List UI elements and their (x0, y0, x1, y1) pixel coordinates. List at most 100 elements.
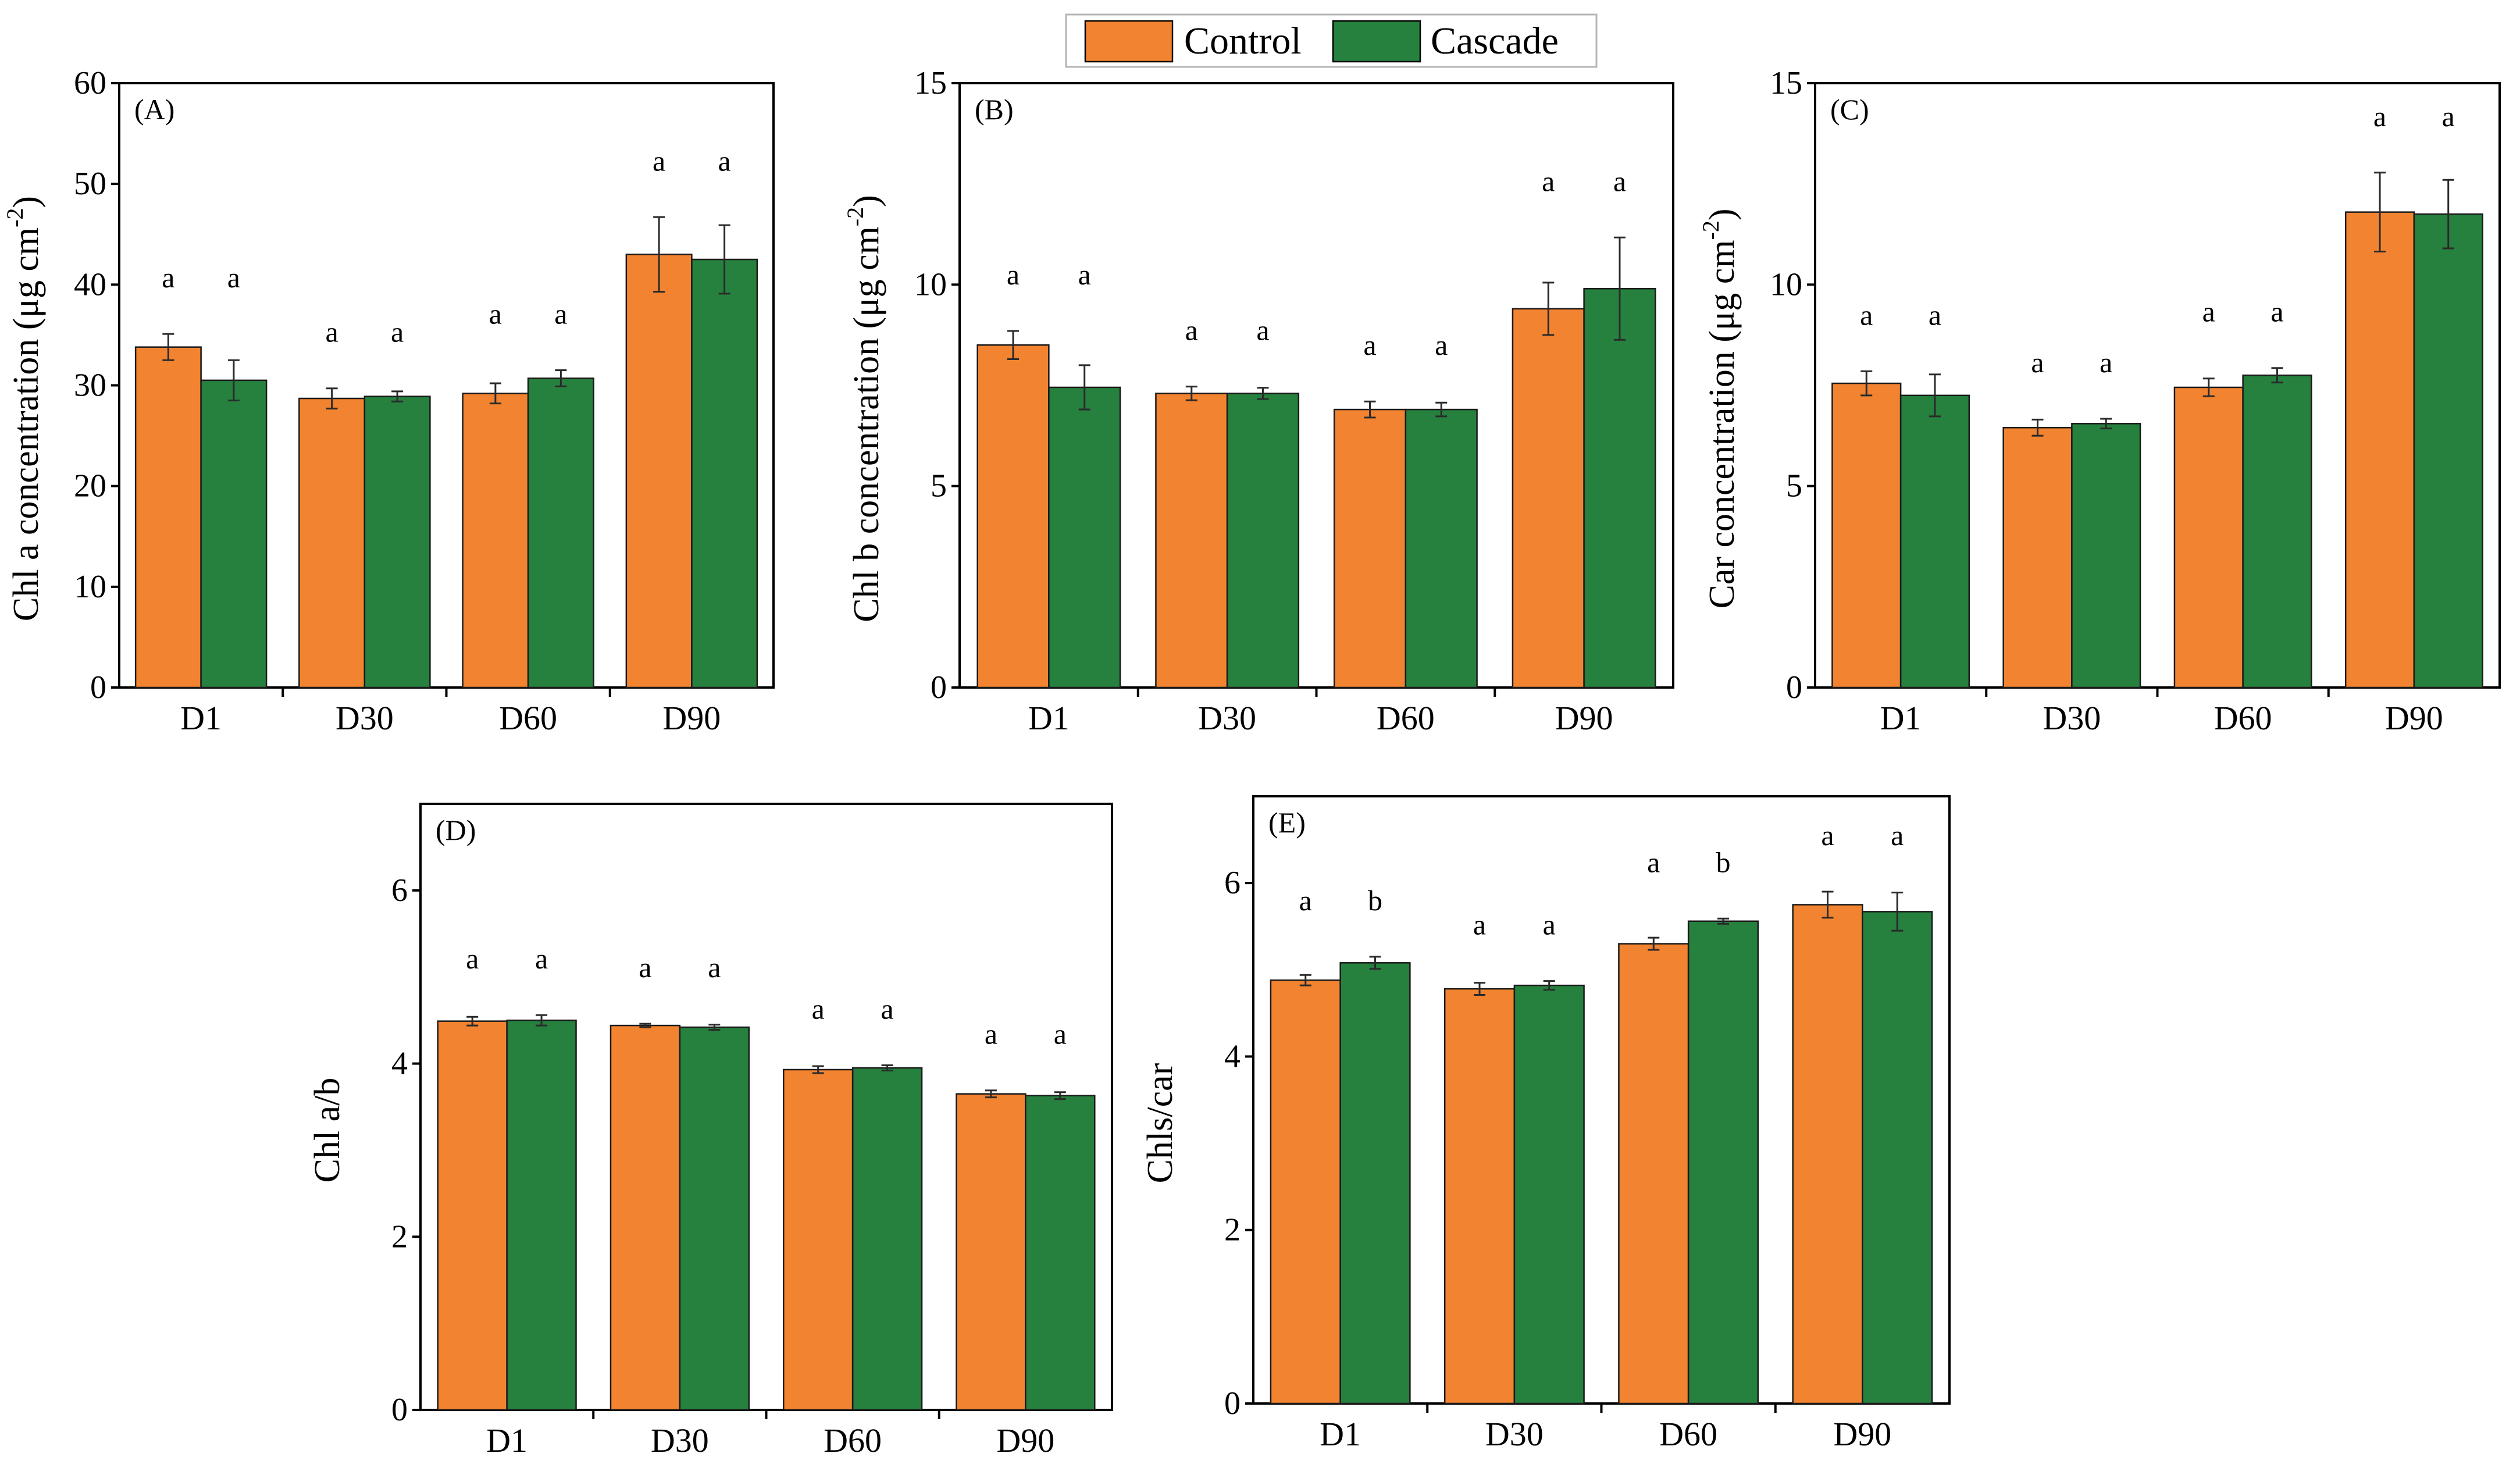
significance-letter: a (718, 144, 731, 177)
significance-letter: a (1435, 329, 1448, 361)
y-axis-title: Chl a concentration (μg cm-2) (2, 196, 46, 621)
legend: Control Cascade (1065, 13, 1598, 68)
legend-label-control: Control (1184, 20, 1302, 62)
significance-letter: a (489, 298, 502, 330)
bar-cascade (1339, 962, 1411, 1405)
panel-label: (C) (1830, 93, 1869, 126)
bar-control (2173, 386, 2244, 689)
y-tick-label: 0 (1224, 1385, 1241, 1422)
y-tick-label: 60 (74, 65, 106, 101)
significance-letter: a (2373, 100, 2386, 133)
significance-letter: a (554, 298, 567, 330)
y-tick-label: 5 (931, 468, 947, 504)
y-tick-label: 10 (914, 266, 947, 302)
x-category-label: D60 (1377, 699, 1435, 737)
bar-control (2002, 426, 2073, 689)
bar-control (1270, 979, 1341, 1405)
y-tick-label: 5 (1786, 468, 1802, 504)
x-category-label: D30 (1198, 699, 1256, 737)
significance-letter: a (1007, 258, 1020, 291)
x-category-label: D90 (662, 699, 721, 737)
legend-swatch-cascade (1332, 20, 1421, 63)
y-axis-title: Chl a/b (308, 1078, 347, 1183)
significance-letter: a (1363, 329, 1376, 361)
y-tick-label: 0 (1786, 669, 1802, 706)
significance-letter: b (1368, 884, 1382, 917)
x-category-label: D60 (2214, 699, 2272, 737)
significance-letter: a (1860, 298, 1873, 331)
significance-letter: a (1929, 298, 1941, 331)
y-tick-label: 40 (74, 266, 106, 302)
y-tick-label: 30 (74, 368, 106, 404)
y-tick-label: 0 (931, 669, 947, 706)
bar-control (1618, 943, 1689, 1405)
bar-control (1443, 988, 1516, 1405)
bar-cascade (1513, 984, 1585, 1405)
significance-letter: a (326, 316, 338, 348)
x-category-label: D30 (1485, 1415, 1544, 1453)
bar-cascade (2071, 423, 2141, 689)
panel-b: (B) 0 5 10 15 Chl b concentration (μg cm-2) D1… (842, 65, 1674, 737)
bar-control (1333, 408, 1407, 689)
y-tick-label: 0 (391, 1392, 408, 1428)
bar-cascade (1583, 288, 1656, 689)
x-category-label: D90 (1833, 1415, 1891, 1453)
bar-control (437, 1020, 508, 1411)
x-category-label: D90 (996, 1422, 1054, 1459)
bar-cascade (2242, 374, 2312, 689)
significance-letter: a (1543, 909, 1556, 941)
y-tick-label: 50 (74, 166, 106, 202)
x-category-label: D1 (1880, 699, 1922, 737)
bar-control (976, 344, 1050, 689)
significance-letter: a (2031, 346, 2044, 379)
significance-letter: a (1078, 258, 1091, 291)
bar-control (782, 1068, 854, 1411)
significance-letter: a (1473, 909, 1486, 941)
significance-letter: a (653, 144, 665, 177)
significance-letter: a (2100, 346, 2112, 379)
significance-letter: a (881, 993, 893, 1025)
x-category-label: D1 (180, 699, 222, 737)
bar-cascade (679, 1026, 750, 1411)
bar-cascade (1687, 920, 1759, 1405)
y-tick-label: 2 (391, 1219, 408, 1255)
significance-letter: a (1185, 314, 1198, 347)
significance-letter: a (162, 261, 174, 294)
bar-cascade (363, 396, 431, 689)
significance-letter: a (1256, 314, 1269, 347)
x-category-label: D90 (2385, 699, 2443, 737)
bar-cascade (1899, 394, 1970, 689)
significance-letter: a (1891, 819, 1904, 852)
bar-cascade (851, 1067, 923, 1411)
y-tick-label: 15 (1770, 65, 1802, 101)
bar-cascade (691, 258, 758, 689)
significance-letter: a (535, 942, 548, 975)
x-category-label: D30 (651, 1422, 709, 1459)
bar-cascade (2413, 213, 2483, 689)
y-tick-label: 4 (391, 1046, 408, 1082)
bar-control (1155, 393, 1228, 689)
panel-label: (A) (134, 93, 174, 126)
significance-letter: a (1613, 165, 1626, 197)
x-category-label: D60 (1659, 1415, 1717, 1453)
bar-cascade (1862, 911, 1933, 1405)
y-axis-title: Chls/car (1140, 1063, 1180, 1183)
x-category-label: D90 (1555, 699, 1613, 737)
x-category-label: D1 (486, 1422, 527, 1459)
x-category-label: D1 (1320, 1415, 1361, 1453)
significance-letter: a (2271, 295, 2283, 328)
y-tick-label: 6 (391, 872, 408, 909)
significance-letter: a (639, 951, 651, 984)
bar-control (134, 346, 202, 689)
y-tick-label: 10 (74, 569, 106, 605)
significance-letter: a (391, 316, 404, 348)
bar-control (1792, 904, 1863, 1405)
bar-cascade (200, 379, 268, 689)
x-category-label: D30 (2043, 699, 2101, 737)
panel-label: (B) (975, 93, 1014, 126)
legend-swatch-control (1084, 20, 1174, 63)
significance-letter: a (2202, 295, 2215, 328)
y-axis-title: Chl b concentration (μg cm-2) (842, 195, 886, 622)
bar-control (625, 254, 693, 689)
